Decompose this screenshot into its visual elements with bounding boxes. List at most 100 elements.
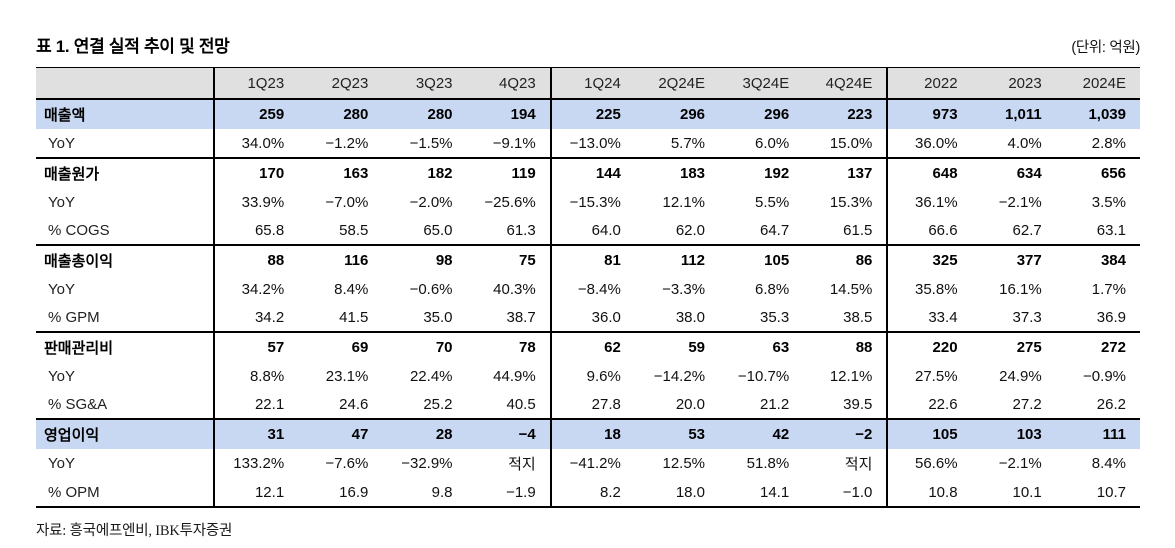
table-cell: 적지 [508,456,536,473]
table-cell: 65.0 [423,221,453,239]
table-cell: 81 [549,244,635,275]
table-cell: 648 [886,157,972,188]
table-cell: 105 [886,418,972,449]
row-label: 매출액 [36,99,214,129]
table-cell: 35.8% [886,275,972,303]
table-cell: 225 [549,99,635,129]
table-cell: 16.1% [999,280,1042,298]
table-cell: 58.5 [339,221,369,239]
table-cell: 38.5 [843,308,873,326]
table-cell: 4.0% [1007,134,1042,152]
table-cell: 12.1% [829,367,873,385]
table-cell: 8.4% [334,280,369,298]
table-cell: 170 [212,157,299,188]
table-row: YoY 34.0% −1.2% −1.5% −9.1% −13.0% 5.7% 6.0% 15.… [36,129,1140,158]
table-cell: −2.1% [998,455,1042,472]
row-label: % OPM [48,483,100,501]
table-cell: 272 [1055,331,1140,362]
table-cell: 38.0 [675,308,706,326]
table-cell: 9.6% [549,362,635,390]
table-cell: 22.4% [409,367,453,385]
table-cell: 34.0% [212,129,299,158]
table-cell: 40.3% [493,280,536,298]
table-cell: 280 [382,99,467,129]
table-cell: 23.1% [325,367,369,385]
column-header: 2023 [971,67,1056,100]
table-cell: 1,011 [971,99,1056,129]
table-cell: 64.0 [549,216,635,245]
table-cell: 2.8% [1091,134,1126,152]
table-row: % OPM 12.1 16.9 9.8 −1.9 8.2 18.0 14.1 −1.0 10.8 1… [36,478,1140,507]
table-row: YoY 8.8% 23.1% 22.4% 44.9% 9.6% −14.2% −10.7% 12… [36,362,1140,390]
table-cell: 10.7 [1096,483,1126,501]
table-cell: −1.2% [325,134,369,152]
table-cell: 10.8 [886,478,972,507]
title-bar: 표 1. 연결 실적 추이 및 전망 (단위: 억원) [36,32,1140,57]
table-cell: 75 [466,244,551,275]
table-cell: 24.6 [339,395,369,413]
table-row: YoY 34.2% 8.4% −0.6% 40.3% −8.4% −3.3% 6.8% 14.5… [36,275,1140,303]
table-cell: −8.4% [549,275,635,303]
table-cell: 27.5% [886,362,972,390]
table-cell: 220 [886,331,972,362]
table-cell: 36.1% [886,188,972,216]
table-cell: 41.5 [339,308,369,326]
table-cell: −7.6% [325,455,369,472]
table-cell: 16.9 [339,483,369,501]
table-cell: 384 [1055,244,1140,275]
table-cell: 163 [298,157,383,188]
row-label: YoY [48,367,75,385]
table-cell: 21.2 [760,395,790,413]
column-header: 1Q23 [212,67,299,100]
table-cell: −0.6% [409,280,453,298]
table-cell: 137 [803,157,888,188]
table-cell: 12.5% [662,455,706,472]
table-header-row: 1Q23 2Q23 3Q23 4Q23 1Q24 2Q24E 3Q24E 4Q24E 2022 2… [36,67,1140,100]
column-header: 1Q24 [549,67,635,100]
table-cell: 12.1% [662,193,706,211]
table-header: 1Q23 2Q23 3Q23 4Q23 1Q24 2Q24E 3Q24E 4Q24E 2022 2… [36,67,1140,100]
table-cell: −1.5% [409,134,453,152]
table-cell: 6.8% [755,280,790,298]
column-header: 3Q24E [719,67,804,100]
table-cell: −1.9 [506,483,536,501]
table-cell: −15.3% [549,188,635,216]
table-cell: 26.2 [1096,395,1126,413]
table-cell: 35.0 [423,308,453,326]
table-row: 영업이익 31 47 28 −4 18 53 42 −2 105 103 111 [36,418,1140,449]
table-cell: −2.0% [409,193,453,211]
table-cell: 36.0% [886,129,972,158]
table-cell: 1.7% [1091,280,1126,298]
table-cell: 18.0 [675,483,706,501]
table-cell: 36.0 [549,303,635,332]
table-cell: −41.2% [549,449,635,478]
table-cell: 15.3% [829,193,873,211]
table-cell: 62 [549,331,635,362]
table-cell: −2 [803,418,888,449]
table-cell: −0.9% [1083,367,1126,385]
table-cell: 12.1 [212,478,299,507]
table-cell: 377 [971,244,1056,275]
table-row: 매출총이익 88 116 98 75 81 112 105 86 325 377 384 [36,244,1140,275]
table-cell: 9.8 [431,483,453,501]
table-cell: 119 [466,157,551,188]
column-header: 2Q23 [298,67,383,100]
table-cell: 111 [1055,418,1140,449]
column-header: 2024E [1055,67,1140,100]
table-row: 매출원가 170 163 182 119 144 183 192 137 648 634 656 [36,157,1140,188]
table-cell: 65.8 [212,216,299,245]
table-cell: 27.2 [1012,395,1042,413]
table-cell: 133.2% [212,449,299,478]
table-cell: 973 [886,99,972,129]
table-cell: 62.0 [675,221,706,239]
table-cell: 34.2% [212,275,299,303]
table-cell: −32.9% [401,455,453,472]
table-cell: 275 [971,331,1056,362]
table-cell: −4 [466,418,551,449]
table-cell: 40.5 [506,395,536,413]
table-cell: 33.9% [212,188,299,216]
table-cell: 36.9 [1096,308,1126,326]
table-row: % GPM 34.2 41.5 35.0 38.7 36.0 38.0 35.3 38.5 33.… [36,303,1140,332]
table-row: % COGS 65.8 58.5 65.0 61.3 64.0 62.0 64.7 61.5 66… [36,216,1140,245]
